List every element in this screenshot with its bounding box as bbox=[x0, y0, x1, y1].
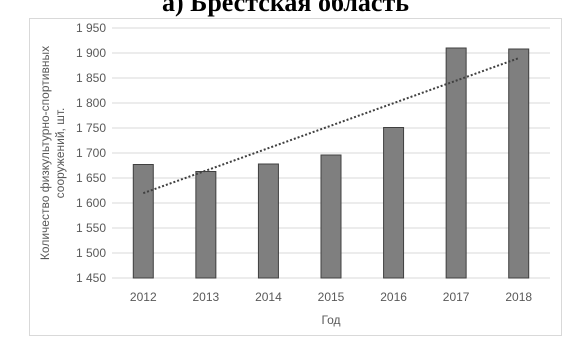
y-tick-label: 1 750 bbox=[76, 121, 106, 135]
y-tick-label: 1 500 bbox=[76, 246, 106, 260]
bar bbox=[445, 47, 467, 279]
y-tick-label: 1 800 bbox=[76, 96, 106, 110]
y-axis-title: Количество физкультурно-спортивныхсооруж… bbox=[38, 46, 67, 260]
x-tick-label: 2017 bbox=[443, 290, 470, 304]
bar bbox=[320, 154, 342, 279]
chart-frame bbox=[29, 18, 562, 336]
bar bbox=[257, 163, 279, 279]
bars bbox=[132, 47, 530, 279]
x-axis-title: Год bbox=[321, 313, 340, 327]
y-tick-label: 1 650 bbox=[76, 171, 106, 185]
y-tick-label: 1 550 bbox=[76, 221, 106, 235]
y-tick-label: 1 850 bbox=[76, 71, 106, 85]
chart-title: а) Брестская область bbox=[162, 0, 409, 17]
y-tick-label: 1 450 bbox=[76, 271, 106, 285]
x-axis-ticks: 2012 2013 2014 2015 2016 2017 2018 bbox=[130, 290, 532, 304]
x-tick-label: 2015 bbox=[318, 290, 345, 304]
y-tick-label: 1 900 bbox=[76, 46, 106, 60]
y-tick-label: 1 600 bbox=[76, 196, 106, 210]
x-tick-label: 2016 bbox=[380, 290, 407, 304]
y-axis-ticks: 1 450 1 500 1 550 1 600 1 650 1 700 1 750 1 800… bbox=[76, 21, 106, 285]
x-tick-label: 2018 bbox=[505, 290, 532, 304]
x-tick-label: 2012 bbox=[130, 290, 157, 304]
y-tick-label: 1 700 bbox=[76, 146, 106, 160]
x-tick-label: 2014 bbox=[255, 290, 282, 304]
bar bbox=[383, 127, 405, 279]
bar bbox=[195, 171, 217, 279]
y-tick-label: 1 950 bbox=[76, 21, 106, 35]
x-tick-label: 2013 bbox=[193, 290, 220, 304]
bar bbox=[508, 48, 530, 279]
bar bbox=[132, 164, 154, 279]
trend-line bbox=[142, 57, 520, 195]
